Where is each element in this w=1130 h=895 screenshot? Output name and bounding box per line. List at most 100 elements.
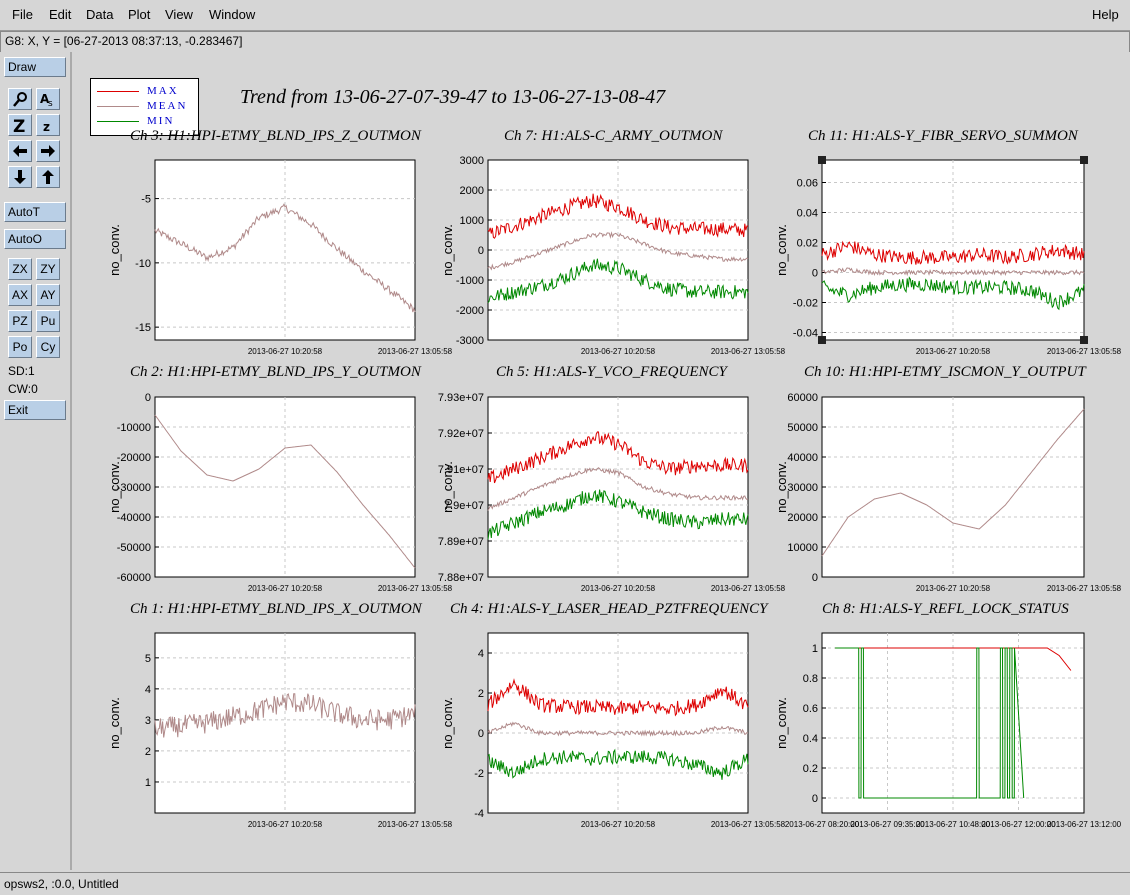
chart-ch10[interactable]: 60000 50000 40000 30000 20000 10000 0 2013-06-2… [774, 392, 1122, 593]
auto-o-button[interactable]: AutoO [4, 229, 66, 249]
series-line-min [821, 276, 1085, 311]
arrow-down-icon [14, 170, 26, 184]
series-line-max [487, 431, 749, 484]
menu-edit[interactable]: Edit [49, 7, 72, 22]
po-button[interactable]: Po [8, 336, 32, 358]
panel-title-ch4: Ch 4: H1:ALS-Y_LASER_HEAD_PZTFREQUENCY [450, 601, 768, 617]
auto-t-button[interactable]: AutoT [4, 202, 66, 222]
exit-button[interactable]: Exit [4, 400, 66, 420]
zoom-in-large-button[interactable]: Z [8, 114, 32, 136]
pz-button[interactable]: PZ [8, 310, 32, 332]
chart-ch3[interactable]: -5 -10 -15 2013-06-27 10:20:58 2013-06-27 13… [107, 159, 453, 356]
draw-button[interactable]: Draw [4, 57, 66, 77]
y-tick-label: 3000 [460, 155, 484, 167]
series-line-mean [821, 408, 1085, 557]
chart-ch1[interactable]: 5 4 3 2 1 2013-06-27 10:20:58 2013-06-27 13:05… [107, 632, 453, 829]
y-axis-label: no_conv. [107, 461, 122, 513]
panel-title-ch8: Ch 8: H1:ALS-Y_REFL_LOCK_STATUS [822, 601, 1069, 617]
selection-handle[interactable] [1080, 156, 1088, 164]
chart-ch5[interactable]: 7.93e+07 7.92e+07 7.91e+07 7.9e+07 7.89e+07 7… [438, 392, 786, 593]
menu-window[interactable]: Window [209, 7, 256, 22]
x-tick-label: 2013-06-27 08:20:00 [785, 820, 860, 829]
ax-button[interactable]: AX [8, 284, 32, 306]
series-line-mean [821, 267, 1085, 277]
zoom-tool-button[interactable] [8, 88, 32, 110]
series-line-max [487, 193, 749, 239]
y-axis-label: no_conv. [440, 461, 455, 513]
pu-button[interactable]: Pu [36, 310, 60, 332]
panel-title-ch1: Ch 1: H1:HPI-ETMY_BLND_IPS_X_OUTMON [130, 601, 422, 617]
ay-button[interactable]: AY [36, 284, 60, 306]
x-tick-label: 2013-06-27 13:05:58 [1047, 584, 1122, 593]
y-tick-label: -15 [135, 322, 151, 334]
y-tick-label: 3 [145, 715, 151, 727]
pan-right-button[interactable] [36, 140, 60, 162]
y-axis-label: no_conv. [107, 697, 122, 749]
text-annotation-icon: As [40, 92, 53, 107]
y-tick-label: 0.2 [803, 763, 818, 775]
pan-up-button[interactable] [36, 166, 60, 188]
zoom-large-icon: Z [13, 117, 25, 133]
y-axis-label: no_conv. [774, 224, 789, 276]
svg-text:Z: Z [13, 117, 25, 133]
chart-ch2[interactable]: 0 -10000 -20000 -30000 -40000 -50000 -60000 201… [107, 392, 453, 593]
chart-ch4[interactable]: 4 2 0 -2 -4 2013-06-27 10:20:58 2013-06-27 13:… [440, 632, 786, 829]
selection-handle[interactable] [1080, 336, 1088, 344]
y-tick-label: 0.04 [797, 208, 818, 220]
y-tick-label: -4 [474, 808, 484, 820]
y-tick-label: 20000 [787, 512, 818, 524]
series-line-min [487, 258, 749, 304]
legend-label-mean: MEAN [147, 100, 188, 112]
plot-main-title: Trend from 13-06-27-07-39-47 to 13-06-27… [240, 86, 666, 108]
selection-handle[interactable] [818, 336, 826, 344]
y-tick-label: -0.04 [793, 328, 818, 340]
y-tick-label: -0.02 [793, 298, 818, 310]
x-tick-label: 2013-06-27 10:20:58 [581, 584, 656, 593]
x-tick-label: 2013-06-27 13:05:58 [378, 820, 453, 829]
y-tick-label: 5 [145, 653, 151, 665]
zx-button[interactable]: ZX [8, 258, 32, 280]
x-tick-label: 2013-06-27 10:20:58 [248, 820, 323, 829]
y-tick-label: -2 [474, 768, 484, 780]
svg-text:A: A [40, 92, 50, 106]
menu-data[interactable]: Data [86, 7, 114, 22]
pan-down-button[interactable] [8, 166, 32, 188]
menu-plot[interactable]: Plot [128, 7, 151, 22]
menu-bar: File Edit Data Plot View Window Help [0, 0, 1130, 31]
chart-ch11[interactable]: 0.06 0.04 0.02 0 -0.02 -0.04 2013-06-27 10:20:… [774, 156, 1122, 356]
menu-help[interactable]: Help [1092, 7, 1119, 22]
legend-label-min: MIN [147, 115, 175, 127]
y-axis-label: no_conv. [440, 224, 455, 276]
cw-indicator: CW:0 [8, 382, 38, 396]
y-tick-label: 0 [478, 245, 484, 257]
legend-swatch-min [97, 121, 139, 122]
menu-file[interactable]: File [12, 7, 33, 22]
y-tick-label: 0 [812, 793, 818, 805]
panel-title-ch3: Ch 3: H1:HPI-ETMY_BLND_IPS_Z_OUTMON [130, 128, 421, 144]
y-tick-label: 7.89e+07 [438, 536, 484, 548]
y-tick-label: 0.02 [797, 238, 818, 250]
y-tick-label: 0.4 [803, 733, 818, 745]
y-tick-label: -10 [135, 258, 151, 270]
legend-label-max: MAX [147, 85, 179, 97]
panel-title-ch10: Ch 10: H1:HPI-ETMY_ISCMON_Y_OUTPUT [804, 364, 1086, 380]
x-tick-label: 2013-06-27 10:20:58 [916, 347, 991, 356]
series-line-max [487, 678, 749, 717]
y-tick-label: -30000 [117, 482, 151, 494]
zy-button[interactable]: ZY [36, 258, 60, 280]
selection-handle[interactable] [818, 156, 826, 164]
chart-ch7[interactable]: 3000 2000 1000 0 -1000 -2000 -3000 2013-06-27 1… [440, 155, 786, 356]
pan-left-button[interactable] [8, 140, 32, 162]
y-tick-label: 7.91e+07 [438, 464, 484, 476]
coordinate-readout: G8: X, Y = [06-27-2013 08:37:13, -0.2834… [5, 34, 243, 48]
y-tick-label: 2 [478, 688, 484, 700]
y-tick-label: -40000 [117, 512, 151, 524]
zoom-in-small-button[interactable]: z [36, 114, 60, 136]
panel-title-ch2: Ch 2: H1:HPI-ETMY_BLND_IPS_Y_OUTMON [130, 364, 421, 380]
cy-button[interactable]: Cy [36, 336, 60, 358]
x-tick-label: 2013-06-27 13:12:00 [1047, 820, 1122, 829]
menu-view[interactable]: View [165, 7, 193, 22]
zoom-small-icon: z [43, 120, 50, 133]
